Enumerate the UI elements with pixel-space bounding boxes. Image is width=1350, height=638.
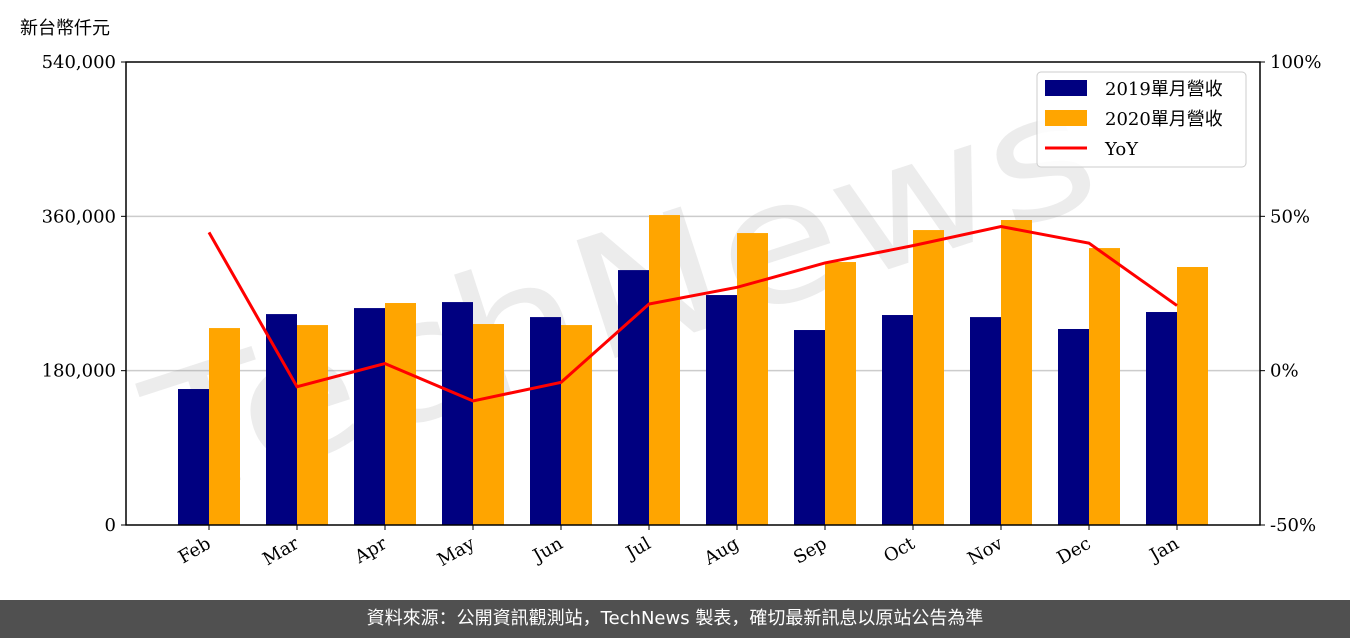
x-tick-label: Oct (880, 533, 919, 568)
bar-2019 (1058, 328, 1089, 525)
bar-2020 (473, 324, 504, 525)
source-footer: 資料來源：公開資訊觀測站，TechNews 製表，確切最新訊息以原站公告為準 (0, 600, 1350, 638)
bar-2019 (178, 389, 209, 525)
bar-2020 (1177, 267, 1208, 525)
bar-2020 (649, 215, 680, 525)
y-tick-label: 0 (105, 515, 116, 536)
legend-swatch (1045, 110, 1087, 126)
x-tick-label: Sep (790, 533, 830, 568)
plot-frame (125, 61, 1261, 526)
x-tick-label: May (434, 533, 479, 571)
bar-2020 (825, 262, 856, 525)
bar-2020 (297, 325, 328, 525)
bar-2019 (882, 315, 913, 525)
x-tick-label: Mar (259, 533, 303, 570)
bar-2019 (1146, 312, 1177, 525)
y-tick-label: 540,000 (42, 52, 116, 73)
x-tick-label: Apr (350, 533, 390, 568)
y2-tick-label: -50% (1270, 515, 1316, 536)
x-tick-label: Jun (528, 533, 567, 568)
bar-2019 (530, 317, 561, 525)
x-tick-label: Aug (700, 533, 743, 570)
bar-2020 (1001, 220, 1032, 525)
bar-2019 (970, 317, 1001, 525)
bar-2019 (618, 270, 649, 525)
y2-tick-label: 50% (1270, 206, 1310, 227)
bar-2020 (913, 230, 944, 525)
x-tick-label: Jan (1145, 533, 1183, 567)
x-tick-label: Nov (964, 533, 1007, 570)
legend-label: YoY (1104, 139, 1139, 160)
legend-label: 2019單月營收 (1105, 79, 1223, 100)
y2-tick-label: 0% (1270, 361, 1299, 382)
bar-2019 (794, 330, 825, 525)
bar-2019 (442, 302, 473, 525)
bar-2020 (737, 233, 768, 525)
legend-swatch (1045, 80, 1087, 96)
bar-2020 (209, 328, 240, 525)
x-tick-label: Dec (1054, 533, 1095, 569)
y-tick-label: 360,000 (42, 206, 116, 227)
bar-2019 (266, 314, 297, 525)
y2-tick-label: 100% (1270, 52, 1321, 73)
bar-2019 (706, 295, 737, 525)
x-tick-label: Jul (621, 533, 655, 565)
yoy-line (207, 224, 1178, 403)
y-axis-unit-label: 新台幣仟元 (20, 18, 110, 39)
x-tick-label: Feb (175, 533, 215, 568)
bar-2020 (385, 303, 416, 525)
bar-2020 (561, 325, 592, 525)
legend: 2019單月營收 2020單月營收 YoY (1036, 71, 1247, 168)
y-tick-label: 180,000 (42, 361, 116, 382)
legend-box (1036, 71, 1247, 168)
bar-2020 (1089, 248, 1120, 525)
legend-label: 2020單月營收 (1105, 109, 1223, 130)
bar-2019 (354, 308, 385, 525)
